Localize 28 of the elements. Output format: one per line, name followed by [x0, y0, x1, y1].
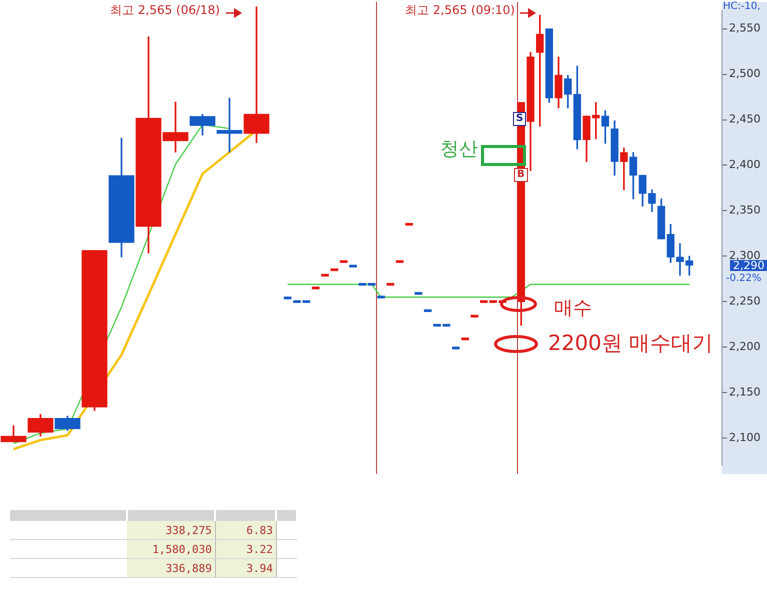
- y-tick-label: 2,200: [729, 340, 760, 354]
- y-tick-label: 2,450: [729, 112, 760, 126]
- text: -0.22%: [726, 273, 762, 284]
- y-tick-label: 2,100: [729, 430, 760, 444]
- text: 1,580,030: [126, 540, 216, 558]
- text: 338,275: [126, 520, 216, 540]
- annotation: 최고 2,565 (06/18): [110, 3, 220, 17]
- text: 336,889: [126, 558, 216, 578]
- annotation: 매수: [554, 297, 592, 319]
- y-tick-label: 2,150: [729, 385, 760, 398]
- text: 2,290: [730, 259, 767, 272]
- text: 6.83: [215, 520, 276, 540]
- candlestick: [620, 148, 628, 190]
- annotation: 2200원 매수대기: [548, 331, 714, 355]
- text: HC:-10,: [723, 1, 760, 12]
- annotation: S: [513, 112, 526, 126]
- y-tick-label: 2,550: [729, 22, 760, 35]
- annotation: 청산: [440, 138, 478, 160]
- y-tick-label: 2,250: [729, 294, 760, 308]
- text: 3.94: [215, 558, 276, 578]
- y-tick-label: 2,400: [729, 158, 760, 172]
- y-tick-label: 2,500: [729, 67, 760, 80]
- y-tick-label: 2,350: [729, 204, 760, 217]
- annotation: 최고 2,565 (09:10): [405, 3, 515, 17]
- candlestick: [244, 6, 270, 143]
- annotation: B: [514, 168, 528, 182]
- text: 3.22: [215, 540, 276, 558]
- candlestick: [216, 98, 242, 152]
